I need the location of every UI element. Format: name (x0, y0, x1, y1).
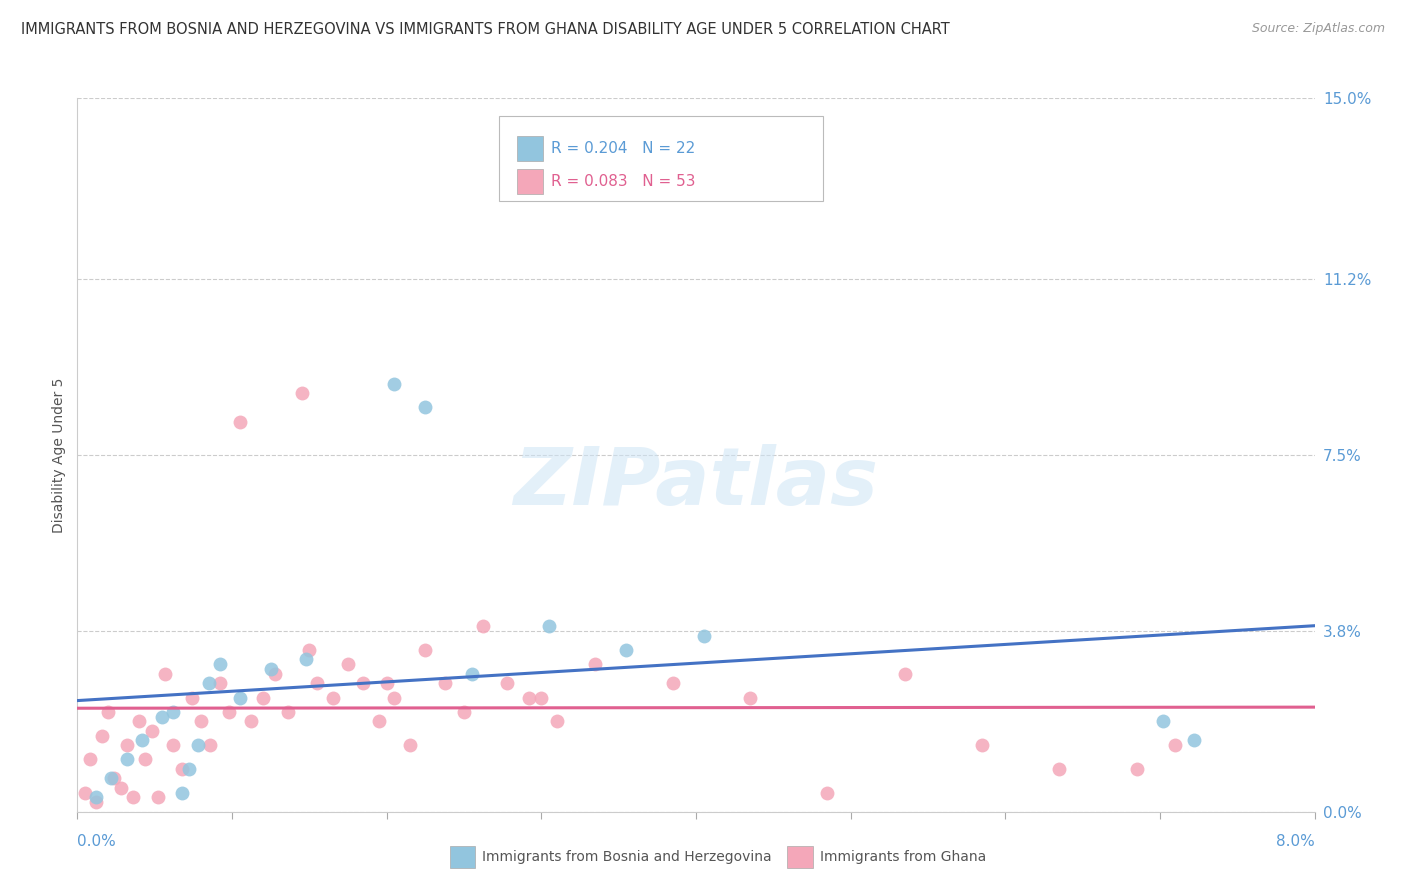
Point (1152, 714, 1174, 729)
Point (585, 657, 607, 672)
Text: Immigrants from Ghana: Immigrants from Ghana (820, 850, 986, 864)
Point (200, 738, 222, 752)
Point (131, 733, 153, 747)
Point (103, 772, 125, 786)
Point (1182, 733, 1205, 747)
Point (162, 738, 184, 752)
Point (662, 676, 685, 690)
Point (496, 676, 519, 690)
Point (180, 690, 202, 705)
Text: Source: ZipAtlas.com: Source: ZipAtlas.com (1251, 22, 1385, 36)
Point (155, 666, 177, 681)
Point (190, 714, 212, 729)
Point (122, 790, 145, 805)
Point (172, 786, 194, 800)
Point (146, 790, 169, 805)
Point (115, 752, 138, 766)
Point (91, 729, 114, 743)
Point (239, 714, 262, 729)
Point (110, 780, 132, 795)
Point (97, 705, 120, 719)
Point (415, 401, 437, 415)
Text: R = 0.204   N = 22: R = 0.204 N = 22 (551, 141, 696, 155)
Point (616, 643, 638, 657)
Point (100, 772, 122, 786)
Point (277, 705, 299, 719)
Point (972, 738, 994, 752)
Point (382, 376, 406, 391)
Point (415, 643, 437, 657)
Point (208, 657, 231, 672)
Point (530, 690, 553, 705)
Point (177, 762, 200, 776)
Point (353, 676, 375, 690)
Text: ZIPatlas: ZIPatlas (513, 444, 879, 523)
Point (187, 738, 209, 752)
Point (1049, 762, 1071, 776)
Point (453, 705, 475, 719)
Point (399, 738, 422, 752)
Point (141, 723, 163, 738)
Point (79, 752, 101, 766)
Point (264, 666, 287, 681)
Text: 8.0%: 8.0% (1275, 834, 1315, 849)
Point (817, 786, 839, 800)
Point (252, 690, 274, 705)
Text: Immigrants from Bosnia and Herzegovina: Immigrants from Bosnia and Herzegovina (482, 850, 772, 864)
Point (461, 666, 484, 681)
Point (538, 619, 561, 633)
Point (298, 643, 321, 657)
Point (368, 714, 391, 729)
Point (471, 619, 494, 633)
Point (307, 676, 329, 690)
Point (375, 676, 398, 690)
Point (115, 738, 138, 752)
Point (75, 786, 96, 800)
Point (517, 690, 540, 705)
Point (152, 709, 174, 723)
Point (1126, 762, 1149, 776)
Point (382, 690, 406, 705)
Point (134, 752, 156, 766)
Point (740, 690, 762, 705)
Point (337, 657, 360, 672)
Point (322, 690, 344, 705)
Point (693, 629, 716, 643)
Point (295, 652, 318, 666)
Point (198, 676, 221, 690)
Point (434, 676, 457, 690)
Y-axis label: Disability Age Under 5: Disability Age Under 5 (52, 377, 66, 533)
Point (1164, 738, 1187, 752)
Point (229, 690, 252, 705)
Point (84, 795, 107, 809)
Point (260, 662, 283, 676)
Text: R = 0.083   N = 53: R = 0.083 N = 53 (551, 174, 696, 188)
Point (128, 714, 150, 729)
Point (291, 386, 314, 401)
Point (172, 762, 194, 776)
Point (162, 705, 184, 719)
Text: IMMIGRANTS FROM BOSNIA AND HERZEGOVINA VS IMMIGRANTS FROM GHANA DISABILITY AGE U: IMMIGRANTS FROM BOSNIA AND HERZEGOVINA V… (21, 22, 950, 37)
Point (218, 705, 240, 719)
Text: 0.0%: 0.0% (77, 834, 117, 849)
Point (546, 714, 568, 729)
Point (208, 676, 231, 690)
Point (894, 666, 917, 681)
Point (229, 415, 252, 429)
Point (84, 790, 107, 805)
